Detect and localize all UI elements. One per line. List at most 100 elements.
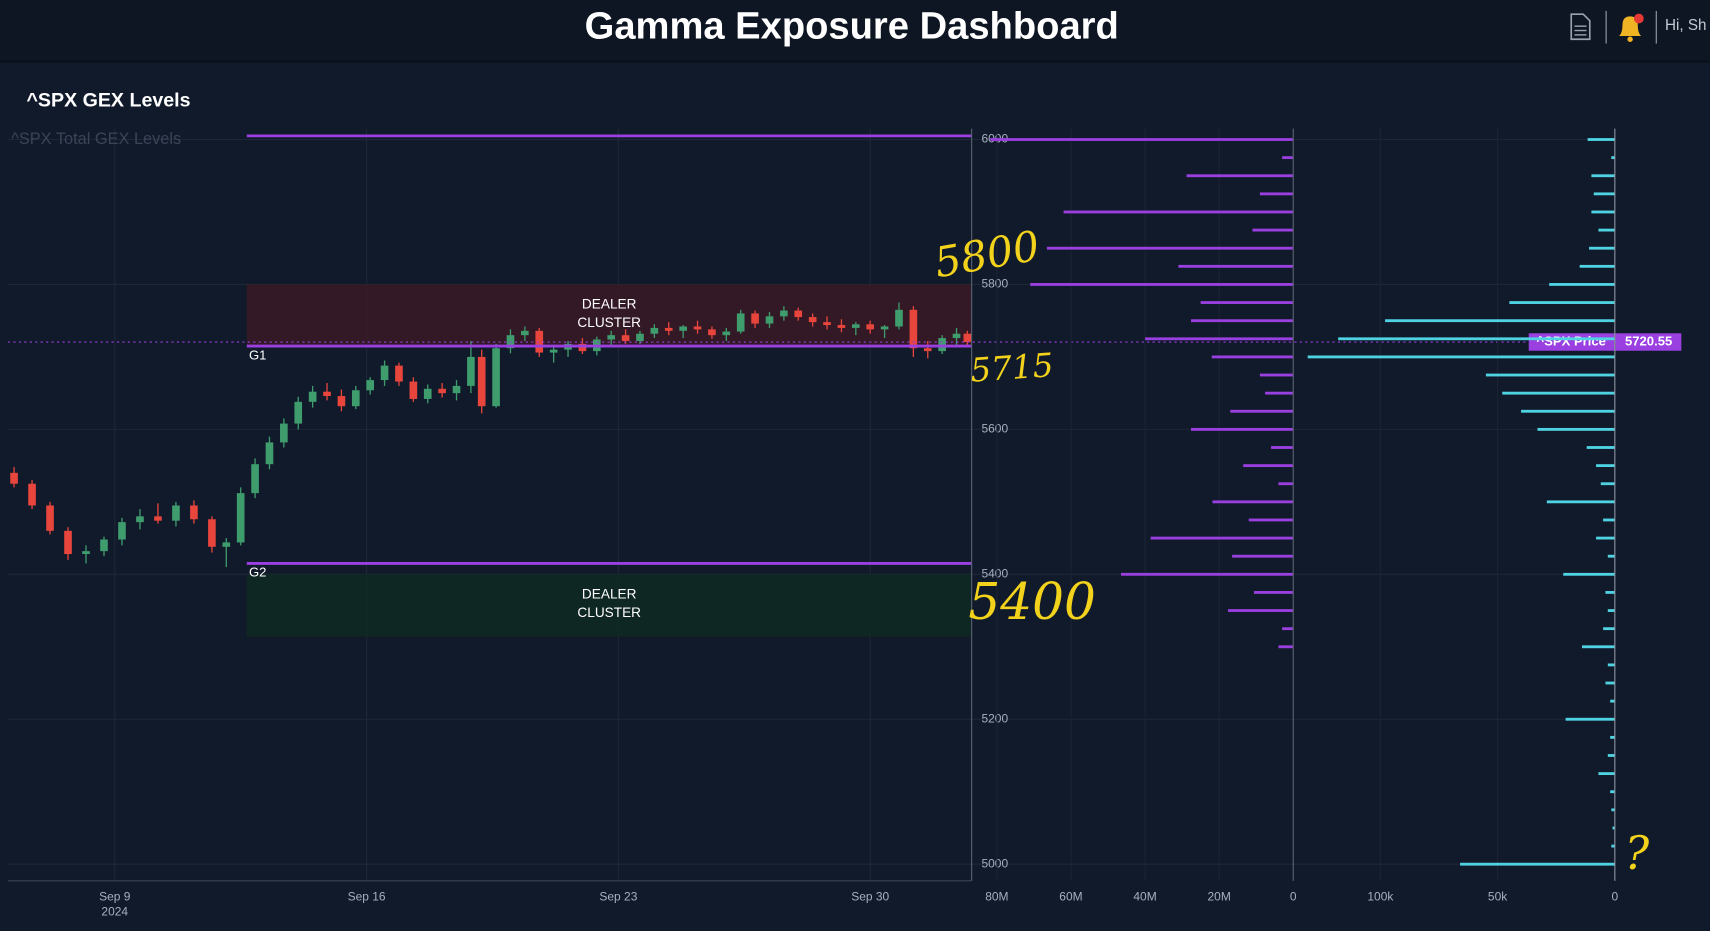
exposure-bar [1248,518,1294,522]
candle-body [636,333,644,341]
exposure-bar [1563,572,1615,576]
x-tick-label: 40M [1133,889,1156,903]
exposure-bar [1271,446,1294,449]
exposure-bar [1338,337,1615,341]
candle-body [208,519,216,547]
exposure-bar [1598,228,1615,232]
x-tick-label: Sep 9 [99,889,131,903]
x-tick-label: Sep 23 [599,889,637,903]
exposure-bar [1120,572,1294,576]
exposure-bar [1212,500,1294,504]
candle-body [280,423,288,443]
candle-body [521,330,529,336]
candle-body [736,313,745,332]
candle-body [190,505,198,520]
candle-body [351,390,360,407]
exposure-bar [1591,210,1615,214]
zone-label: DEALER CLUSTER [577,296,642,331]
candle-body [607,335,616,340]
exposure-bar [1282,627,1294,631]
gamma-level-label: G1 [249,347,266,362]
exposure-bar [1546,500,1615,504]
y-tick-label: 5800 [981,277,1008,291]
exposure-bar [1607,609,1615,612]
exposure-bar [1610,699,1615,703]
exposure-bar [1232,554,1294,558]
exposure-bar [1502,391,1615,395]
exposure-bar [1307,355,1615,359]
candle-body [467,356,475,386]
notification-icon[interactable] [1619,13,1644,42]
exposure-bar [1278,645,1294,649]
candle-body [823,322,831,326]
document-icon[interactable] [1570,13,1591,41]
exposure-bar [1259,192,1294,196]
price-tag-label: ^SPX Price [1537,333,1606,348]
gamma-level-label: G2 [249,565,266,580]
candle-body [578,343,587,352]
header-bar [0,0,1710,62]
zone-label: DEALER CLUSTER [577,586,642,621]
dealer-cluster-zone [246,574,972,637]
price-tag-value: 5720.55 [1625,333,1672,348]
exposure-bar [1521,409,1615,413]
candle-body [492,348,500,407]
candle-body [963,333,972,343]
y-tick-label: 5400 [981,566,1008,580]
candle-body [28,483,36,506]
candle-body [621,335,630,341]
exposure-bar [1230,409,1294,413]
header-title: Gamma Exposure Dashboard [585,4,1119,47]
candle-body [664,327,673,331]
candle-body [751,313,759,324]
exposure-bar [1586,446,1615,449]
exposure-bar [1582,645,1615,649]
exposure-bar [1596,536,1615,540]
exposure-bar [1611,844,1615,848]
user-greeting[interactable]: Hi, Sh [1665,17,1707,34]
candle-body [650,327,659,334]
candle-body [837,325,846,328]
candle-body [438,388,446,394]
exposure-bar [1046,246,1294,250]
x-tick-label: 0 [1612,889,1619,903]
zone-label-box: DEALER CLUSTER [577,296,642,331]
exposure-bar [1607,663,1615,667]
exposure-bar [1549,283,1615,286]
exposure-bar [1593,192,1615,196]
exposure-bar [1278,482,1294,486]
exposure-bar [1178,264,1294,268]
candle-body [880,326,889,330]
exposure-bar [1607,554,1615,558]
candle-body [895,309,903,327]
candle-body [236,493,245,543]
candle-body [100,539,108,552]
candle-body [172,505,180,521]
y-tick-label: 5200 [981,711,1008,725]
x-year-label: 2024 [101,905,128,919]
candle-body [251,464,259,494]
exposure-bar [1485,373,1615,377]
exposure-bar [1385,319,1615,323]
exposure-bar [1509,301,1615,304]
exposure-bar [1565,717,1615,721]
candle-body [549,349,558,353]
exposure-bar [1611,808,1615,812]
x-tick-label: 100k [1367,889,1394,903]
exposure-bar [1587,138,1615,141]
exposure-bar [1605,591,1615,594]
candle-body [64,530,72,555]
candle-body [780,310,788,317]
exposure-bar [1605,681,1615,685]
candle-body [265,442,274,465]
exposure-bar [1282,156,1294,160]
exposure-bar [1607,754,1615,757]
candle-body [477,356,486,407]
candle-body [909,309,918,349]
exposure-bar [1589,246,1615,250]
exposure-bar [1611,156,1615,160]
exposure-bar [1253,591,1294,594]
